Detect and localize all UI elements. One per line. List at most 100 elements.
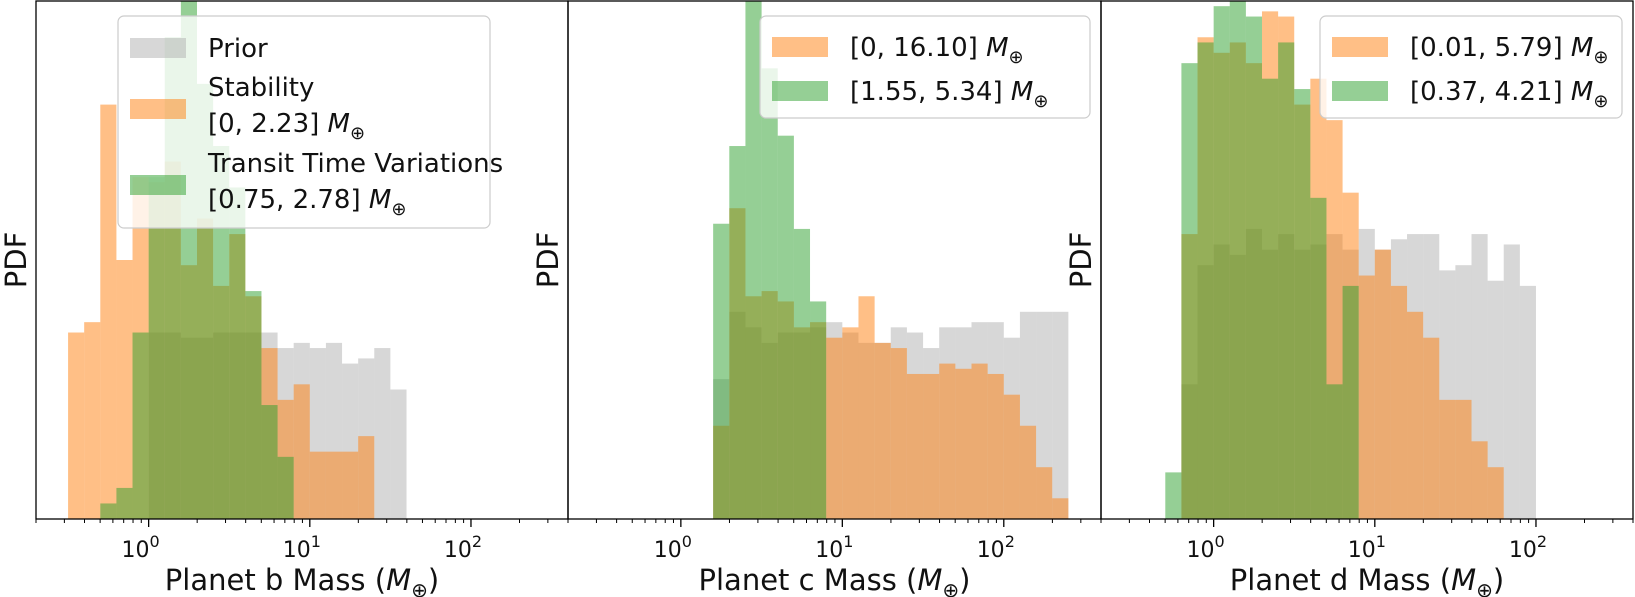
bar-ttv: [132, 332, 149, 519]
bar-stability: [955, 368, 972, 519]
x-tick-label: 102: [977, 532, 1015, 563]
legend-box: [759, 15, 1091, 119]
bar-stability: [116, 260, 133, 519]
bar-ttv: [1229, 1, 1246, 519]
bar-ttv: [1181, 63, 1198, 519]
x-ticks: 100 101 102: [35, 519, 569, 563]
legend-box: [117, 15, 491, 229]
legend-label: [0, 16.10] M⊕: [850, 33, 1024, 68]
bar-ttv: [1294, 89, 1311, 519]
legend-item-stability: [0, 16.10] M⊕: [772, 33, 1024, 68]
x-axis-label: Planet c Mass (M⊕): [699, 563, 971, 597]
bar-stability: [1036, 467, 1053, 519]
legend: [0, 16.10] M⊕ [1.55, 5.34] M⊕: [759, 15, 1091, 119]
bar-stability: [1487, 467, 1504, 519]
bar-ttv: [777, 135, 794, 519]
bar-ttv: [100, 503, 117, 519]
bar-stability: [971, 363, 988, 519]
bar-prior: [1487, 280, 1504, 519]
legend-swatch-stability: [1332, 37, 1388, 57]
legend-label: [0, 2.23] M⊕: [208, 109, 365, 144]
legend-box: [1319, 15, 1623, 119]
bar-stability: [325, 451, 343, 519]
bar-ttv: [793, 228, 811, 520]
y-axis-label: PDF: [531, 232, 565, 289]
bar-ttv: [261, 405, 278, 519]
bar-stability: [874, 342, 891, 519]
bar-stability: [1423, 337, 1440, 519]
bar-stability: [1471, 441, 1488, 519]
legend: Prior Stability [0, 2.23] M⊕ Transit Time V…: [117, 15, 503, 229]
legend: [0.01, 5.79] M⊕ [0.37, 4.21] M⊕: [1319, 15, 1623, 119]
bar-ttv: [729, 146, 746, 520]
legend-item-stability: Stability [0, 2.23] M⊕: [130, 73, 365, 144]
bar-ttv: [1245, 16, 1262, 519]
bar-ttv: [213, 146, 230, 520]
bar-ttv: [1197, 42, 1214, 519]
bar-stability: [842, 327, 859, 519]
legend-swatch-stability: [772, 37, 828, 57]
bar-stability: [309, 451, 326, 519]
bar-ttv: [1342, 285, 1359, 519]
legend-item-ttv: Transit Time Variations [0.75, 2.78] M⊕: [130, 149, 503, 220]
y-axis-label: PDF: [0, 232, 33, 289]
legend-label: [0.01, 5.79] M⊕: [1410, 33, 1608, 68]
bar-stability: [68, 332, 85, 519]
bar-ttv: [1310, 197, 1327, 519]
bar-stability: [890, 348, 907, 519]
bar-stability: [923, 373, 940, 519]
bar-prior: [390, 389, 407, 519]
x-tick-label: 100: [1187, 532, 1225, 563]
legend-swatch-ttv: [1332, 81, 1388, 101]
bar-stability: [987, 373, 1004, 519]
bar-stability: [1390, 285, 1408, 519]
bar-ttv: [1278, 42, 1295, 519]
bar-stability: [906, 373, 924, 519]
x-ticks: 100 101 102: [567, 519, 1102, 563]
bar-stability: [1358, 275, 1375, 519]
legend-label: Transit Time Variations: [207, 149, 503, 179]
bar-ttv: [713, 223, 730, 520]
bar-stability: [100, 104, 117, 519]
legend-swatch-stability: [130, 99, 186, 119]
bar-stability: [826, 337, 843, 519]
bar-stability: [858, 296, 875, 519]
legend-swatch-prior: [130, 38, 186, 58]
bar-stability: [1407, 311, 1424, 519]
bar-stability: [358, 436, 375, 519]
bar-ttv: [229, 187, 246, 520]
legend-label: [0.37, 4.21] M⊕: [1410, 77, 1608, 112]
bar-ttv: [1262, 78, 1279, 519]
legend-swatch-ttv: [772, 81, 828, 101]
bar-prior: [1519, 285, 1536, 519]
bar-stability: [1019, 425, 1037, 519]
bar-prior: [1503, 244, 1520, 519]
bar-ttv: [148, 177, 165, 519]
legend-item-stability: [0.01, 5.79] M⊕: [1332, 33, 1608, 68]
bar-prior: [374, 348, 391, 519]
bar-ttv: [745, 1, 762, 519]
bar-ttv: [1326, 384, 1343, 519]
x-tick-label: 100: [122, 532, 160, 563]
x-tick-label: 102: [1509, 532, 1547, 563]
x-ticks: 100 101 102: [1100, 519, 1634, 563]
legend-label: Stability: [208, 73, 314, 103]
legend-label: [1.55, 5.34] M⊕: [850, 77, 1048, 112]
x-tick-label: 101: [283, 532, 321, 563]
y-axis-label: PDF: [1064, 232, 1098, 289]
bar-ttv: [1165, 472, 1182, 519]
bar-ttv: [810, 301, 827, 519]
bar-stability: [1052, 498, 1069, 519]
legend-label: Prior: [208, 34, 268, 64]
bar-ttv: [277, 456, 294, 519]
bar-ttv: [1213, 6, 1230, 520]
legend-swatch-ttv: [130, 175, 186, 195]
x-axis-label: Planet d Mass (M⊕): [1230, 563, 1504, 597]
x-tick-label: 102: [444, 532, 482, 563]
bar-stability: [1455, 399, 1472, 519]
